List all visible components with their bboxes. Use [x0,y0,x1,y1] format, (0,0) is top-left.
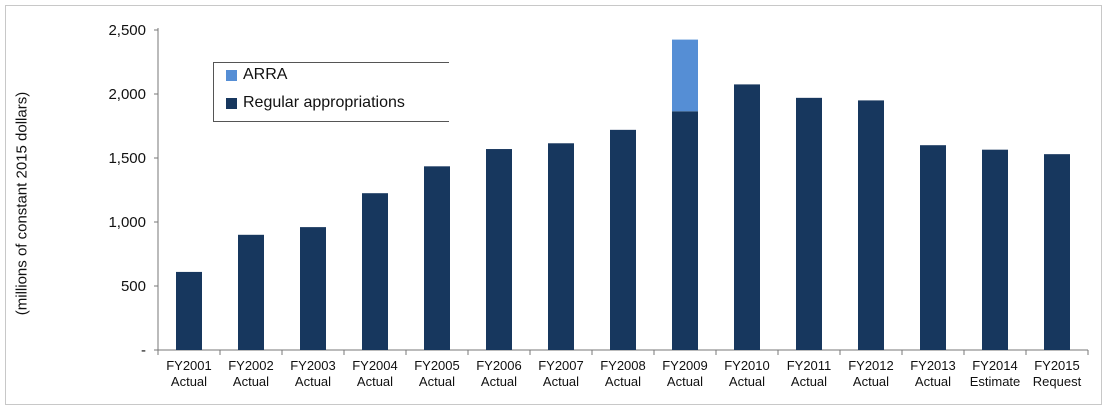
x-tick-label: Actual [419,374,455,389]
x-tick-labels: FY2001ActualFY2002ActualFY2003ActualFY20… [166,358,1081,389]
y-tick-labels: - 500 1,000 1,500 2,000 2,500 [108,22,146,359]
x-tick-label: Actual [295,374,331,389]
legend-item-regular: Regular appropriations [226,94,405,112]
bar-regular-fy2009 [672,111,698,350]
bar-regular-fy2015 [1044,154,1070,350]
x-tick-label: FY2014 [972,358,1018,373]
x-tick-label: FY2002 [228,358,274,373]
legend-label-regular: Regular appropriations [243,94,405,112]
x-tick-label: FY2009 [662,358,708,373]
x-tick-label: Actual [791,374,827,389]
x-tick-label: FY2011 [787,358,832,373]
x-tick-label: Actual [543,374,579,389]
legend-item-arra: ARRA [226,66,287,84]
x-tick-label: FY2005 [414,358,460,373]
x-tick-label: FY2010 [724,358,770,373]
legend-swatch-regular [226,98,237,109]
bar-regular-fy2004 [362,193,388,350]
x-tick-label: FY2012 [848,358,894,373]
x-tick-label: Actual [171,374,207,389]
x-tick-label: Request [1033,374,1082,389]
bar-regular-fy2013 [920,145,946,350]
legend-label-arra: ARRA [243,66,287,84]
legend: ARRA Regular appropriations [213,62,449,122]
x-tick-label: FY2006 [476,358,522,373]
y-tick-label: - [141,342,146,359]
bar-regular-fy2010 [734,84,760,350]
x-tick-label: Estimate [970,374,1021,389]
x-tick-label: Actual [481,374,517,389]
x-tick-label: Actual [357,374,393,389]
legend-swatch-arra [226,70,237,81]
bar-regular-fy2005 [424,166,450,350]
bar-regular-fy2001 [176,272,202,350]
x-tick-label: FY2001 [166,358,212,373]
x-tick-label: FY2013 [910,358,956,373]
y-tick-label: 2,500 [108,22,146,39]
x-tick-label: FY2008 [600,358,646,373]
x-tick-label: Actual [729,374,765,389]
x-tick-label: Actual [605,374,641,389]
x-tick-label: Actual [233,374,269,389]
y-tick-label: 2,000 [108,86,146,103]
y-tick-label: 1,500 [108,150,146,167]
x-tick-label: FY2007 [538,358,584,373]
bar-regular-fy2014 [982,150,1008,350]
bar-regular-fy2008 [610,130,636,350]
x-tick-label: Actual [853,374,889,389]
x-tick-label: Actual [667,374,703,389]
y-tick-label: 500 [121,278,146,295]
x-tick-label: Actual [915,374,951,389]
bar-regular-fy2003 [300,227,326,350]
x-tick-label: FY2003 [290,358,336,373]
bar-regular-fy2006 [486,149,512,350]
bar-arra-fy2009 [672,40,698,112]
x-tick-label: FY2015 [1034,358,1080,373]
x-tick-label: FY2004 [352,358,398,373]
bar-regular-fy2011 [796,98,822,350]
bar-regular-fy2007 [548,143,574,350]
bar-regular-fy2012 [858,100,884,350]
bar-regular-fy2002 [238,235,264,350]
y-tick-label: 1,000 [108,214,146,231]
